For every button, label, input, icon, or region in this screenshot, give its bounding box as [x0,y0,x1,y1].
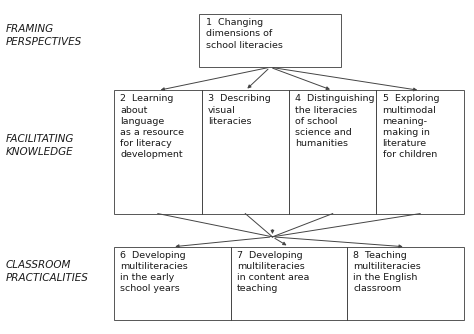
Text: 6  Developing
multiliteracies
in the early
school years: 6 Developing multiliteracies in the earl… [120,251,188,293]
Text: 4  Distinguishing
the literacies
of school
science and
humanities: 4 Distinguishing the literacies of schoo… [295,95,374,148]
FancyBboxPatch shape [114,247,464,320]
FancyBboxPatch shape [114,91,464,213]
Text: CLASSROOM
PRACTICALITIES: CLASSROOM PRACTICALITIES [5,260,88,283]
Text: 5  Exploring
multimodal
meaning-
making in
literature
for children: 5 Exploring multimodal meaning- making i… [383,95,439,159]
FancyBboxPatch shape [199,14,341,67]
Text: FRAMING
PERSPECTIVES: FRAMING PERSPECTIVES [5,24,82,47]
Text: 7  Developing
multiliteracies
in content area
teaching: 7 Developing multiliteracies in content … [237,251,309,293]
Text: 1  Changing
dimensions of
school literacies: 1 Changing dimensions of school literaci… [206,18,283,50]
Text: FACILITATING
KNOWLEDGE: FACILITATING KNOWLEDGE [5,134,74,157]
Text: 2  Learning
about
language
as a resource
for literacy
development: 2 Learning about language as a resource … [120,95,184,159]
Text: 8  Teaching
multiliteracies
in the English
classroom: 8 Teaching multiliteracies in the Englis… [354,251,421,293]
Text: 3  Describing
visual
literacies: 3 Describing visual literacies [208,95,271,126]
